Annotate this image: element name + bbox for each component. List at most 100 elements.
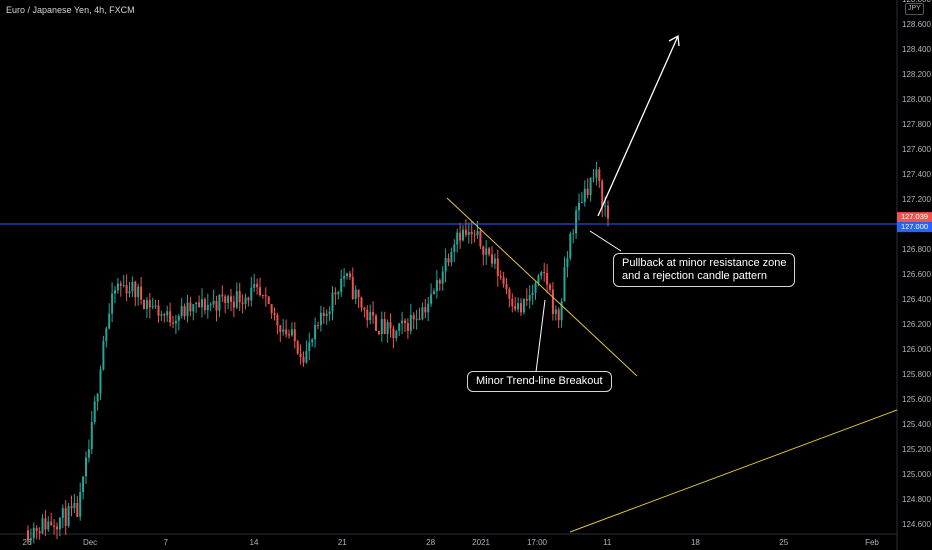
candle-body [438,280,441,284]
candle-body [267,296,270,305]
candle-body [198,302,201,308]
candle-body [566,258,569,268]
candle-body [543,271,546,274]
candle-body [35,527,38,532]
candle-body [520,303,522,313]
candle-body [505,284,508,290]
candle-body [70,506,73,509]
price-tick-label: 126.000 [902,345,931,354]
candle-body [386,322,389,335]
candle-body [415,318,418,320]
candle-body [595,169,598,178]
candle-body [421,307,424,320]
candle-body [279,325,282,332]
candle-body [476,231,479,236]
time-tick-label: 17:00 [527,538,548,547]
candle-body [235,291,238,308]
candle-body [201,299,203,308]
candle-body [183,306,186,317]
price-tick-label: 128.400 [902,45,931,54]
candle-body [372,311,375,316]
candle-body [575,210,578,234]
candle-body [453,244,456,252]
candle-body [319,312,322,326]
candle-body [67,506,70,526]
candle-body [73,503,76,509]
candle-body [261,294,264,296]
candle-body [499,275,502,278]
candle-body [259,287,261,295]
candle-body [560,301,563,321]
candle-body [398,323,401,331]
candle-body [290,329,293,336]
candle-body [38,531,41,534]
candle-body [467,231,470,235]
candle-body [116,283,119,291]
ascending-trendline[interactable] [569,409,898,533]
candle-body [151,306,154,308]
candle-body [473,234,476,236]
last-price-tag: 127.039 [900,212,929,222]
candle-body [482,246,485,255]
price-tick-label: 128.200 [902,70,931,79]
candle-body [264,295,267,297]
candle-body [540,271,543,276]
candle-body [496,258,499,276]
projection-arrow[interactable] [597,34,680,217]
candle-body [282,329,285,332]
candle-body [598,169,601,181]
candle-body [409,314,412,332]
price-tick-label: 125.800 [902,370,931,379]
candle-body [134,281,137,298]
candle-body [64,508,67,526]
candle-body [47,521,50,530]
candle-body [322,312,325,316]
candle-body [546,273,549,285]
candle-body [435,280,438,292]
candle-body [348,273,351,278]
candle-body [569,233,572,259]
candle-body [488,248,491,255]
candle-body [360,297,363,308]
candle-body [111,293,114,314]
candle-body [232,301,235,308]
candle-body [285,329,288,335]
price-tick-label: 125.000 [902,470,931,479]
candle-body [209,304,212,306]
candle-body [218,294,221,311]
candle-body [206,304,209,311]
candle-body [85,457,87,477]
candle-body [145,300,148,309]
candle-body [343,276,346,279]
candle-body [58,517,61,530]
candle-body [491,254,493,264]
candle-body [351,277,354,300]
candle-body [244,297,247,304]
candle-body [485,248,488,255]
candle-body [531,292,534,296]
candle-body [29,538,32,541]
price-axis: 128.800 128.600 128.400 128.200 128.000 127.8… [902,0,931,529]
price-tick-label: 124.600 [902,520,931,529]
candle-body [154,305,157,307]
currency-badge[interactable]: JPY [905,3,924,15]
price-tick-label: 125.400 [902,420,931,429]
candle-body [93,401,96,423]
candle-body [604,205,607,207]
candle-body [105,328,108,342]
descending-trendline[interactable] [446,197,638,377]
candle-body [270,304,273,314]
candle-body [528,295,531,301]
candle-body [337,292,340,295]
candle-body [508,289,511,299]
candle-body [537,275,540,284]
candle-body [296,341,299,354]
candle-body [354,289,357,300]
callout-resistance[interactable]: Pullback at minor resistance zone and a … [613,253,796,287]
candle-body [32,527,35,539]
callout-breakout[interactable]: Minor Trend-line Breakout [467,371,612,392]
candle-body [148,300,151,308]
candle-body [273,313,276,315]
candle-body [247,297,250,301]
